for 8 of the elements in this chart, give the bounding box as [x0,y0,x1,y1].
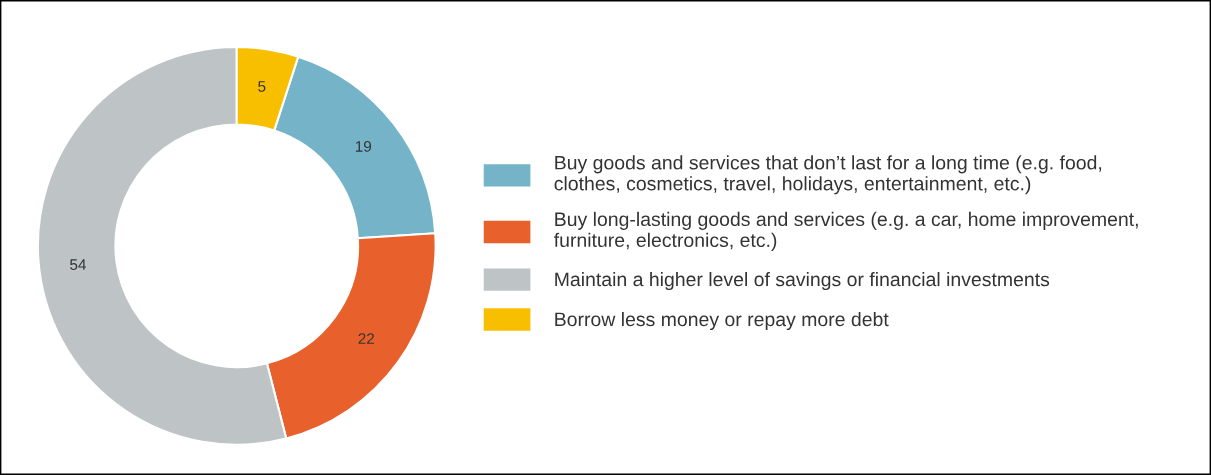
legend-label: Buy long-lasting goods and services (e.g. a car, home improvement, furniture, electronics, etc.) [554,211,1138,251]
legend-label: Buy goods and services that don’t last for a long time (e.g. food, clothes, cosmetics, travel, holidays, entertainment, etc.) [554,155,1102,195]
data-label: 22 [358,333,374,344]
legend-label: Borrow less money or repay more debt [555,311,889,331]
data-label: 54 [70,259,86,270]
data-label: 5 [258,81,266,92]
legend-label: Maintain a higher level of savings or financial investments [555,271,1050,291]
data-label: 19 [355,140,372,152]
